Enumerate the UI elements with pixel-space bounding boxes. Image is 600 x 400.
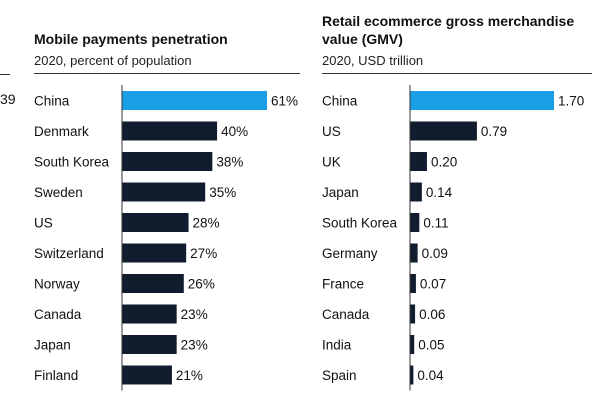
left-divider-rule <box>0 74 10 75</box>
value-label: 40% <box>221 124 248 139</box>
bar-france <box>410 274 416 293</box>
value-label: 23% <box>181 338 208 353</box>
value-label: 23% <box>181 307 208 322</box>
category-label: France <box>322 277 364 292</box>
value-label: 27% <box>190 246 217 261</box>
bar-uk <box>410 152 427 171</box>
title-rule <box>34 73 300 74</box>
category-label: Japan <box>34 338 71 353</box>
chart-title: Retail ecommerce gross merchandise value… <box>322 13 575 47</box>
value-label: 0.79 <box>481 124 507 139</box>
category-label: Germany <box>322 246 378 261</box>
category-label: China <box>34 94 70 109</box>
value-label: 0.04 <box>417 368 444 383</box>
category-label: UK <box>322 155 341 170</box>
value-label: 0.06 <box>419 307 445 322</box>
bar-canada <box>410 304 416 324</box>
bar-switzerland <box>122 243 187 263</box>
category-label: US <box>322 124 341 139</box>
category-label: Spain <box>322 368 357 383</box>
title-rule <box>322 73 592 74</box>
bar-us <box>410 121 477 141</box>
category-label: China <box>322 94 358 109</box>
bar-plot: China 61% Denmark 40% South Korea 38% Sweden 35… <box>34 85 298 391</box>
bar-india <box>410 335 415 354</box>
value-label: 38% <box>216 155 243 170</box>
value-label: 21% <box>176 368 203 383</box>
bar-china <box>122 91 267 110</box>
category-label: South Korea <box>34 155 110 170</box>
value-label: 0.05 <box>418 338 444 353</box>
bar-canada <box>122 304 177 324</box>
category-label: Japan <box>322 185 359 200</box>
value-label: 28% <box>193 216 220 231</box>
value-label: 0.09 <box>422 246 448 261</box>
value-label: 61% <box>271 94 298 109</box>
bar-us <box>122 213 189 232</box>
category-label: Denmark <box>34 124 89 139</box>
category-label: Sweden <box>34 185 83 200</box>
chart-subtitle: 2020, USD trillion <box>322 53 424 68</box>
clipped-left-value: 39 <box>0 91 16 107</box>
category-label: South Korea <box>322 216 398 231</box>
bar-norway <box>122 274 184 293</box>
category-label: Canada <box>34 307 82 322</box>
value-label: 26% <box>188 277 215 292</box>
bar-plot: China 1.70 US 0.79 UK 0.20 Japan 0.14 South Kore… <box>322 85 584 391</box>
bar-sweden <box>122 182 206 202</box>
ecommerce-gmv-chart: Retail ecommerce gross merchandise value… <box>322 0 592 400</box>
bar-south-korea <box>410 213 420 232</box>
bar-denmark <box>122 121 218 141</box>
bar-germany <box>410 243 418 263</box>
category-label: Norway <box>34 277 80 292</box>
category-label: Switzerland <box>34 246 104 261</box>
category-label: Canada <box>322 307 370 322</box>
bar-south-korea <box>122 152 213 171</box>
bar-china <box>410 91 554 110</box>
value-label: 0.07 <box>420 277 446 292</box>
chart-title: Mobile payments penetration <box>34 31 228 47</box>
bar-spain <box>410 365 414 385</box>
category-label: US <box>34 216 53 231</box>
bar-finland <box>122 365 172 385</box>
value-label: 0.14 <box>426 185 453 200</box>
value-label: 0.20 <box>431 155 457 170</box>
category-label: Finland <box>34 368 78 383</box>
bar-japan <box>122 335 177 354</box>
value-label: 0.11 <box>423 216 448 231</box>
chart-subtitle: 2020, percent of population <box>34 53 192 68</box>
value-label: 35% <box>209 185 236 200</box>
value-label: 1.70 <box>558 94 584 109</box>
bar-japan <box>410 182 422 202</box>
mobile-payments-chart: Mobile payments penetration 2020, percen… <box>34 0 300 400</box>
category-label: India <box>322 338 352 353</box>
